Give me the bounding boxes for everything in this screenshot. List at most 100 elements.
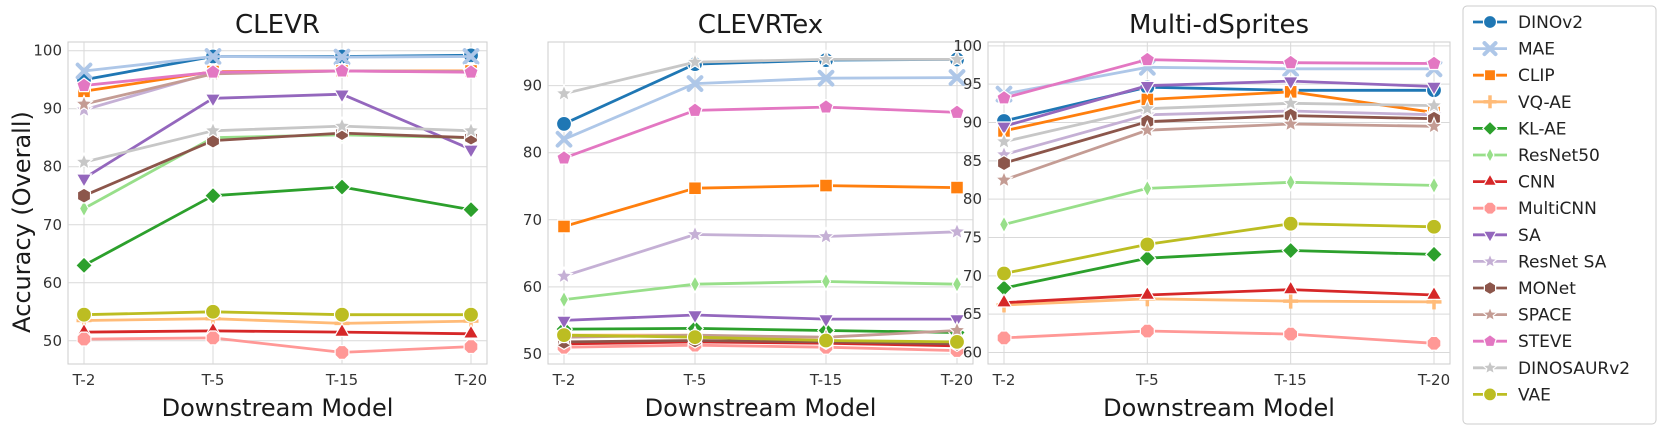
series-steve — [556, 98, 965, 165]
series-sa — [75, 89, 480, 189]
y-tick-label: 70 — [523, 211, 542, 229]
plot-area — [547, 41, 974, 365]
data-point — [1426, 335, 1442, 351]
data-point — [1285, 172, 1296, 192]
chart-title: CLEVR — [235, 10, 320, 40]
data-point — [205, 330, 221, 346]
data-point — [333, 306, 351, 323]
data-point — [204, 93, 222, 109]
data-point — [948, 69, 966, 86]
y-tick-label: 60 — [963, 344, 982, 362]
legend-marker — [1481, 252, 1499, 269]
series-line — [1003, 222, 1435, 275]
data-point — [462, 48, 480, 65]
series-line — [1003, 297, 1435, 307]
data-point — [949, 104, 965, 120]
x-axis-label: Downstream Model — [1103, 394, 1335, 422]
data-point — [1139, 323, 1155, 339]
y-tick-label: 100 — [33, 42, 62, 60]
legend-marker — [1483, 333, 1497, 348]
series-dinosaurv2 — [994, 93, 1444, 150]
series-resnet50 — [558, 271, 963, 310]
series-line — [1003, 329, 1435, 345]
data-point — [994, 169, 1014, 189]
data-point — [334, 344, 350, 360]
legend-label: MONet — [1518, 279, 1576, 299]
legend-item-dinosaurv2: DINOSAURv2 — [1473, 358, 1630, 379]
data-point — [686, 75, 704, 92]
series-line — [1003, 114, 1435, 165]
series-line — [1003, 122, 1435, 182]
panel-clevr: 50 60 70 80 90 100 T-2 T-5 T-15 T-20 CLEVR Downstre… — [33, 10, 488, 422]
data-point — [75, 173, 93, 189]
y-tick-label: 90 — [523, 77, 542, 95]
data-point — [205, 63, 221, 79]
data-point — [463, 339, 479, 355]
data-point — [555, 115, 573, 132]
data-point — [1283, 326, 1299, 342]
legend-label: VAE — [1518, 385, 1551, 405]
data-point — [332, 177, 352, 197]
chart-panels: 50 60 70 80 90 100 T-2 T-5 T-15 T-20 CLEVR Downstre… — [33, 10, 1451, 422]
data-point — [462, 324, 480, 339]
y-tick-label: 60 — [523, 278, 542, 296]
data-point — [203, 120, 223, 139]
legend-label: VQ-AE — [1518, 93, 1572, 113]
legend-item-kl-ae: KL-AE — [1473, 119, 1566, 139]
data-point — [1428, 175, 1440, 195]
legend-item-vae: VAE — [1473, 385, 1551, 405]
x-tick-label: T-15 — [1274, 371, 1307, 389]
data-point — [1424, 95, 1444, 114]
series-line — [1003, 90, 1435, 133]
data-point — [818, 98, 834, 114]
data-point — [74, 256, 94, 275]
data-point — [819, 178, 833, 193]
data-point — [1425, 218, 1443, 235]
series-kl-ae — [74, 177, 481, 275]
legend-marker — [1485, 146, 1495, 164]
x-tick-label: T-20 — [940, 371, 973, 389]
series-clip — [557, 178, 964, 234]
data-point — [1424, 245, 1444, 264]
data-point — [996, 330, 1012, 346]
data-point — [76, 331, 92, 347]
legend-item-multicnn: MultiCNN — [1473, 199, 1597, 219]
data-point — [1138, 249, 1157, 268]
chart-title: CLEVRTex — [698, 10, 823, 40]
series-line — [1003, 288, 1435, 305]
legend-label: CLIP — [1518, 66, 1555, 86]
legend-label: MAE — [1518, 40, 1555, 60]
legend-marker — [1482, 387, 1498, 402]
y-tick-label: 50 — [523, 345, 542, 363]
data-point — [998, 214, 1010, 234]
series-line — [83, 310, 471, 317]
data-point — [462, 306, 480, 323]
series-dinosaurv2 — [554, 49, 967, 102]
data-point — [995, 121, 1013, 137]
data-point — [816, 49, 836, 68]
legend-box — [1462, 5, 1657, 425]
series-line — [83, 317, 472, 325]
data-point — [1138, 285, 1156, 300]
data-point — [689, 274, 701, 294]
x-tick-label: T-15 — [809, 371, 842, 389]
data-point — [948, 333, 966, 350]
series-line — [1003, 65, 1434, 96]
data-point — [1426, 55, 1442, 71]
data-point — [685, 51, 705, 71]
legend-marker — [1483, 69, 1497, 82]
legend-label: DINOv2 — [1518, 13, 1583, 33]
data-point — [1139, 236, 1156, 253]
data-point — [1281, 241, 1300, 260]
y-tick-label: 75 — [963, 229, 982, 247]
series-vae — [75, 303, 480, 323]
data-point — [333, 89, 351, 104]
legend-label: SPACE — [1518, 306, 1572, 326]
series-cnn — [995, 279, 1443, 308]
series-line — [1003, 180, 1435, 226]
data-point — [1142, 178, 1153, 198]
series-line — [83, 329, 472, 336]
data-point — [1425, 285, 1443, 300]
data-point — [555, 315, 573, 331]
series-mae — [75, 48, 480, 80]
